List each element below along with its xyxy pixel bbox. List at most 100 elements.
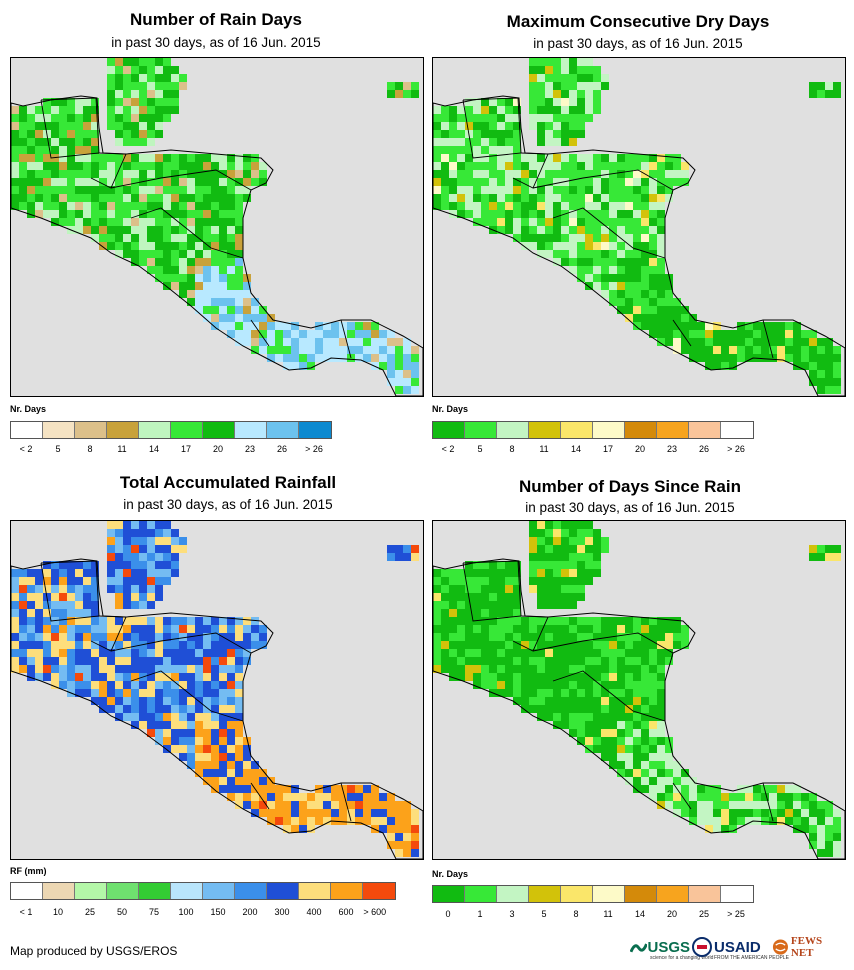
panel-title: Number of Rain Days bbox=[130, 10, 302, 29]
panel-subtitle: in past 30 days, as of 16 Jun. 2015 bbox=[111, 35, 321, 50]
panel-title: Total Accumulated Rainfall bbox=[119, 473, 337, 492]
legend-label: 14 bbox=[634, 909, 646, 919]
legend-title: RF (mm) bbox=[10, 866, 47, 876]
legend-label: 8 bbox=[573, 909, 579, 919]
fews-text: FEWS NET bbox=[790, 935, 823, 959]
legend-swatch bbox=[75, 883, 107, 899]
country-border bbox=[130, 207, 187, 229]
country-border bbox=[90, 152, 127, 189]
legend-swatch bbox=[267, 883, 299, 899]
legend-swatch bbox=[43, 422, 75, 438]
country-border bbox=[532, 632, 674, 654]
legend-label: 26 bbox=[698, 444, 710, 454]
country-border bbox=[250, 782, 270, 810]
legend-label: 23 bbox=[244, 444, 256, 454]
legend-title: Nr. Days bbox=[432, 869, 469, 879]
legend-label: 300 bbox=[274, 907, 290, 917]
country-border bbox=[340, 319, 352, 359]
legend-swatch bbox=[593, 422, 625, 438]
legend-swatch bbox=[465, 886, 497, 902]
usgs-text: USGS bbox=[647, 938, 690, 956]
country-border bbox=[110, 169, 252, 191]
fews-globe-icon bbox=[772, 939, 788, 955]
legend-swatch bbox=[561, 886, 593, 902]
usgs-logo: USGS science for a changing world bbox=[630, 932, 713, 962]
legend-swatch bbox=[625, 422, 657, 438]
legend-label: 600 bbox=[338, 907, 354, 917]
legend-swatch bbox=[11, 883, 43, 899]
legend-label: > 600 bbox=[363, 907, 387, 917]
legend-swatch bbox=[529, 886, 561, 902]
country-border bbox=[110, 632, 252, 654]
legend-label: 17 bbox=[180, 444, 192, 454]
country-border bbox=[512, 615, 549, 652]
legend-title: Nr. Days bbox=[10, 404, 47, 414]
legend-title: Nr. Days bbox=[432, 404, 469, 414]
legend-swatch bbox=[561, 422, 593, 438]
country-border bbox=[607, 690, 666, 722]
legend-swatch bbox=[721, 422, 753, 438]
usaid-text: USAID bbox=[714, 938, 761, 956]
legend-label: 11 bbox=[117, 444, 127, 454]
legend-label: 10 bbox=[52, 907, 64, 917]
legend-label: 100 bbox=[178, 907, 194, 917]
legend-label: > 26 bbox=[727, 444, 745, 454]
legend-swatch bbox=[171, 883, 203, 899]
legend-label: 0 bbox=[445, 909, 451, 919]
legend-label: 200 bbox=[242, 907, 258, 917]
legend-swatch bbox=[657, 886, 689, 902]
fews-logo: FEWS NET bbox=[772, 932, 844, 962]
country-border bbox=[762, 319, 774, 359]
map-credit: Map produced by USGS/EROS bbox=[10, 944, 178, 958]
legend-swatch bbox=[235, 422, 267, 438]
country-border bbox=[532, 169, 674, 191]
legend-swatch bbox=[433, 422, 465, 438]
country-border bbox=[672, 782, 692, 810]
legend-swatch bbox=[433, 886, 465, 902]
legend-label: 23 bbox=[666, 444, 678, 454]
legend-label: 8 bbox=[509, 444, 515, 454]
legend-label: 3 bbox=[509, 909, 515, 919]
panel-subtitle: in past 30 days, as of 16 Jun. 2015 bbox=[533, 36, 743, 51]
country-border bbox=[185, 690, 244, 722]
legend-label: < 2 bbox=[441, 444, 455, 454]
legend-label: < 1 bbox=[19, 907, 33, 917]
country-border bbox=[90, 615, 127, 652]
legend-label: 50 bbox=[116, 907, 128, 917]
country-border bbox=[512, 152, 549, 189]
panel-title: Maximum Consecutive Dry Days bbox=[506, 12, 770, 31]
legend-swatch bbox=[107, 422, 139, 438]
panel-subtitle: in past 30 days, as of 16 Jun. 2015 bbox=[123, 497, 333, 512]
legend-label: 5 bbox=[541, 909, 547, 919]
legend-label: 150 bbox=[210, 907, 226, 917]
country-border bbox=[250, 319, 270, 347]
panel-subtitle: in past 30 days, as of 16 Jun. 2015 bbox=[525, 500, 735, 515]
legend-swatch bbox=[497, 422, 529, 438]
legend-swatch bbox=[203, 883, 235, 899]
map-days-since-rain bbox=[432, 520, 846, 860]
legend-label: 26 bbox=[276, 444, 288, 454]
legend-swatch bbox=[171, 422, 203, 438]
legend-swatch bbox=[11, 422, 43, 438]
usgs-mark-icon bbox=[630, 943, 648, 953]
country-border bbox=[340, 782, 352, 822]
country-border bbox=[672, 319, 692, 347]
map-dry-days bbox=[432, 57, 846, 397]
legend-swatch bbox=[331, 883, 363, 899]
legend-bar bbox=[10, 882, 396, 900]
usaid-tagline: FROM THE AMERICAN PEOPLE bbox=[714, 955, 789, 961]
legend-label: 20 bbox=[666, 909, 678, 919]
country-border bbox=[607, 227, 666, 259]
country-border bbox=[185, 227, 244, 259]
legend-swatch bbox=[267, 422, 299, 438]
legend-label: 20 bbox=[212, 444, 224, 454]
legend-label: 5 bbox=[477, 444, 483, 454]
legend-bar bbox=[10, 421, 332, 439]
legend-label: > 25 bbox=[727, 909, 745, 919]
country-border bbox=[552, 670, 609, 692]
legend-label: 1 bbox=[477, 909, 483, 919]
legend-bar bbox=[432, 885, 754, 903]
legend-swatch bbox=[689, 422, 721, 438]
legend-label: 8 bbox=[87, 444, 93, 454]
legend-swatch bbox=[299, 422, 331, 438]
